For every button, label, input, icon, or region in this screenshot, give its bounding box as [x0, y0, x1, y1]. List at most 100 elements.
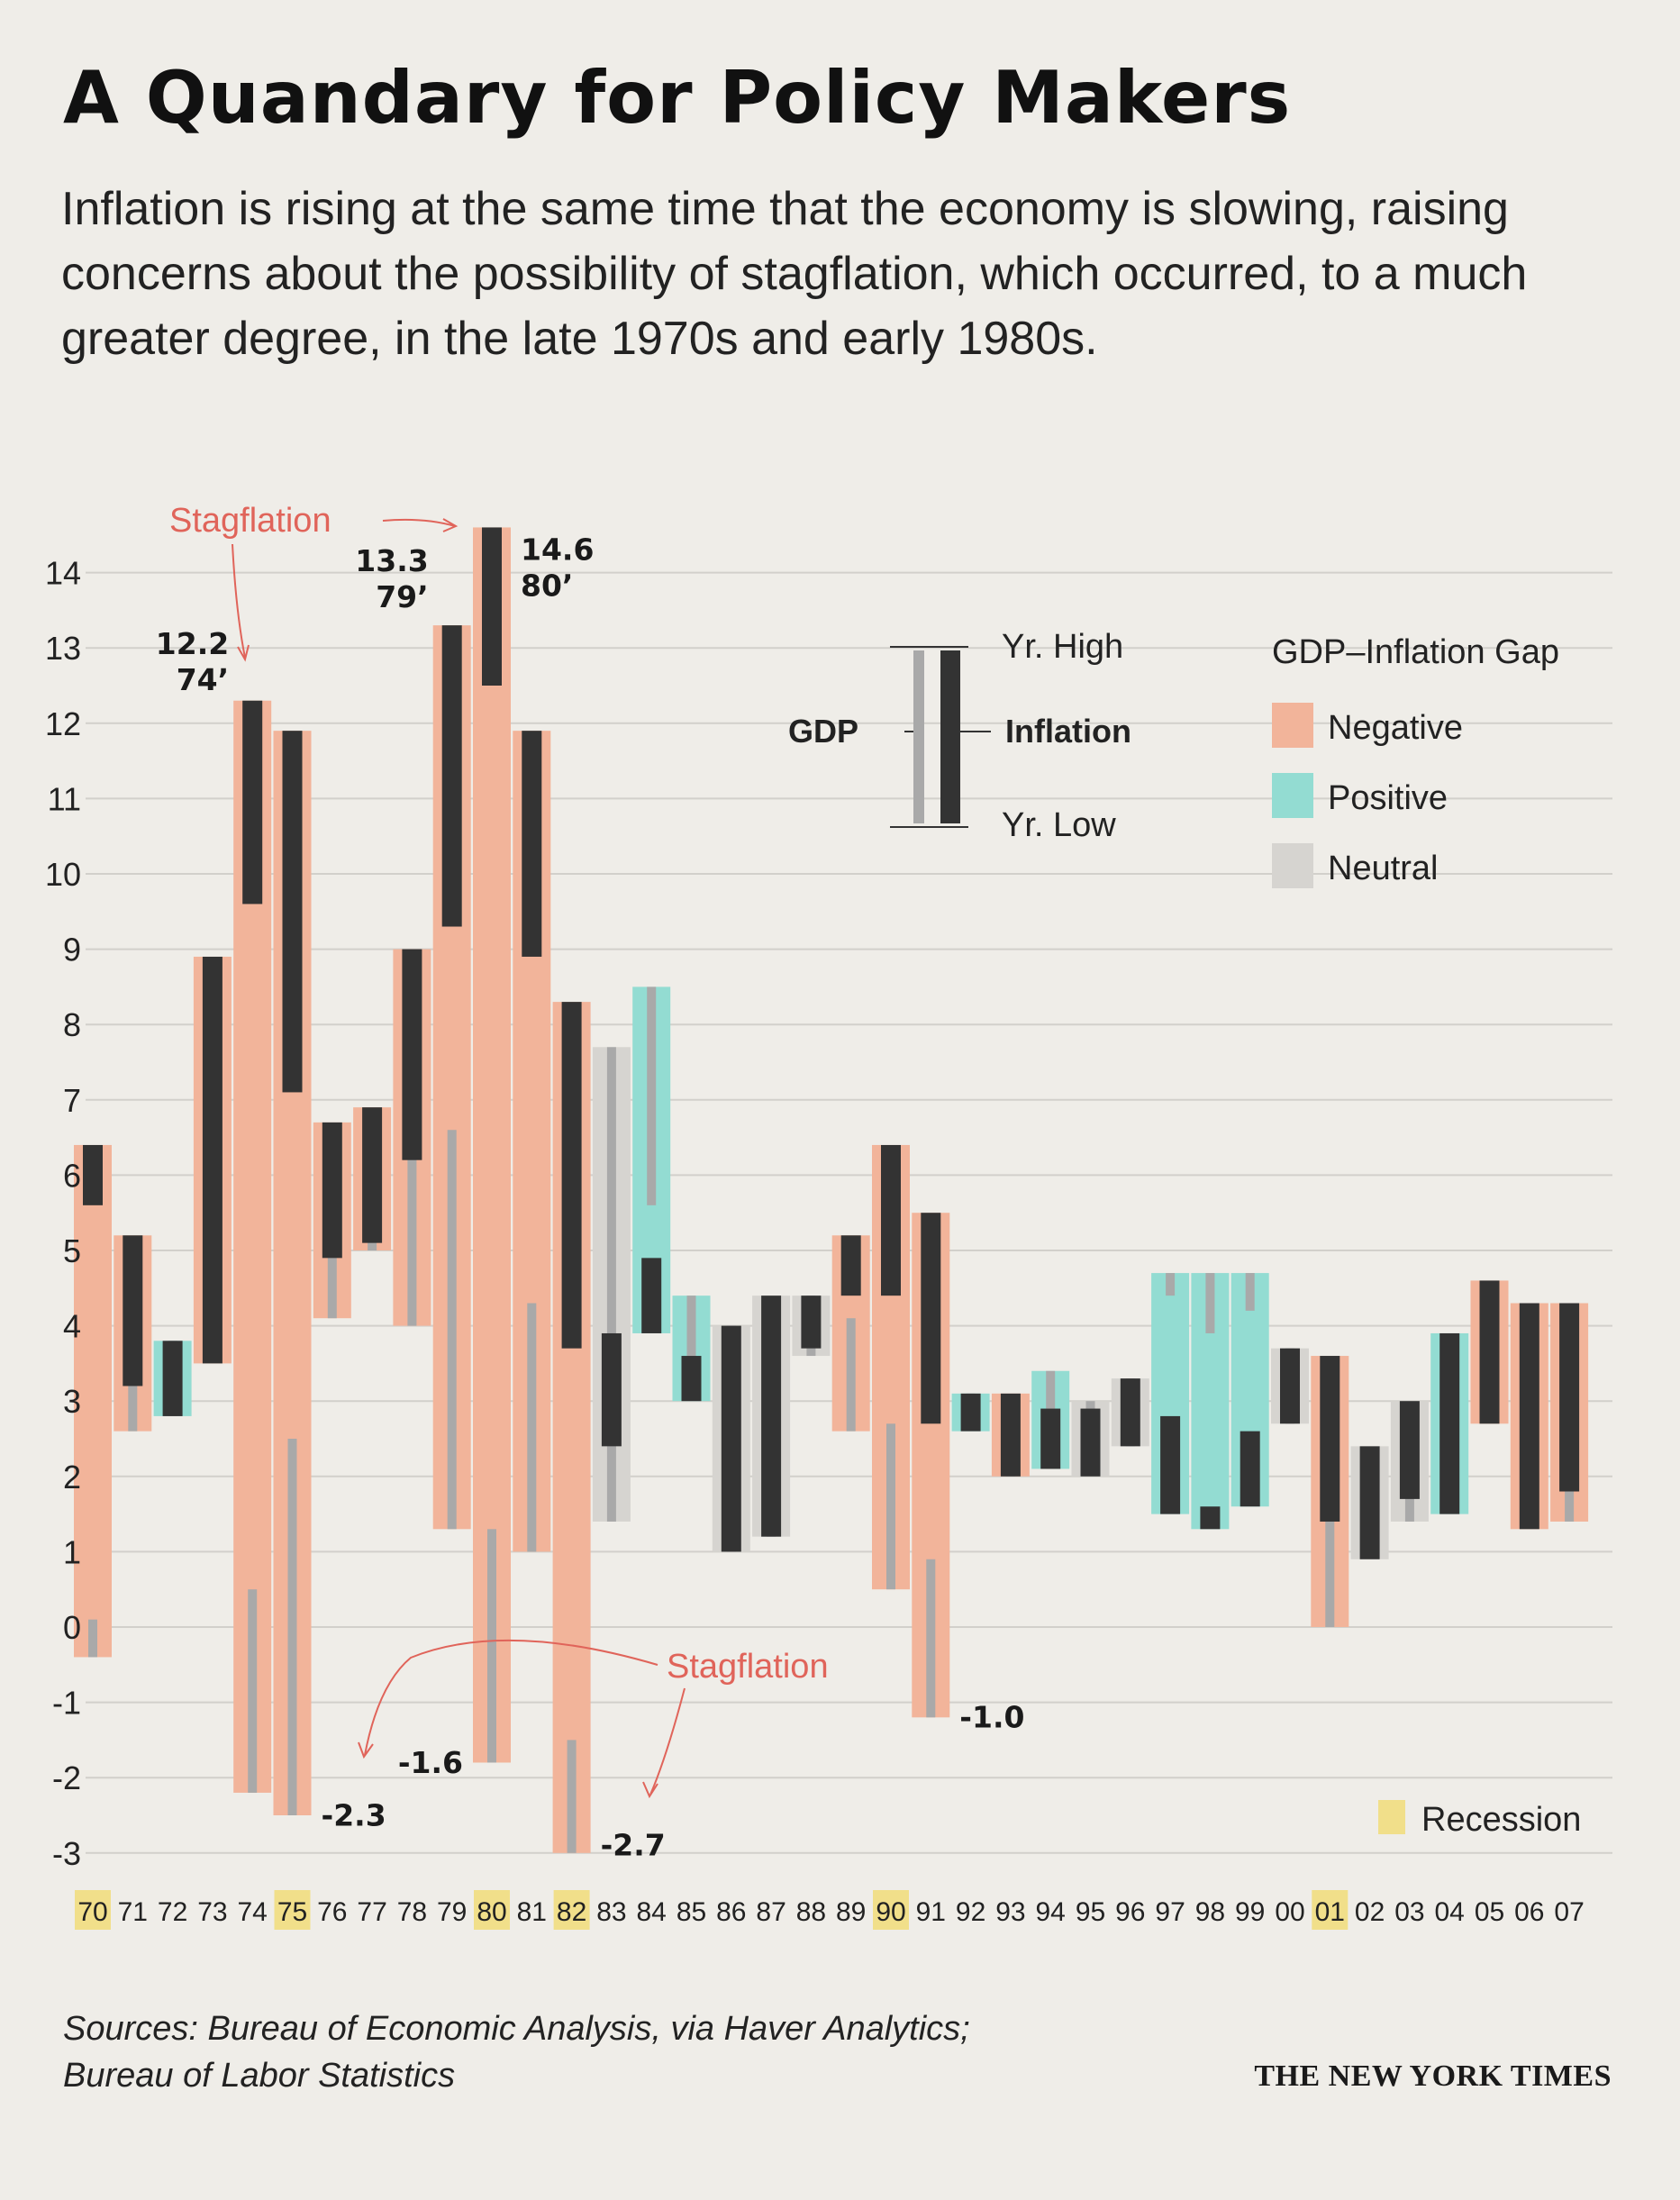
gdp-bar [1166, 1273, 1176, 1296]
x-tick-label: 84 [637, 1897, 667, 1927]
inflation-bar [83, 1144, 103, 1205]
x-tick-label: 02 [1355, 1897, 1385, 1927]
gap-legend-positive-label: Positive [1328, 779, 1448, 817]
key-yr-high-label: Yr. High [1002, 628, 1123, 666]
inflation-bar [1160, 1415, 1181, 1514]
x-tick-label: 77 [357, 1897, 386, 1927]
inflation-bar [242, 700, 263, 905]
x-tick-label: 76 [317, 1897, 347, 1927]
gridlines [86, 571, 1612, 1854]
sources-line-1: Sources: Bureau of Economic Analysis, vi… [63, 2010, 970, 2048]
x-tick-label: 04 [1435, 1897, 1465, 1927]
stagflation-label-bottom: Stagflation [667, 1648, 829, 1686]
x-axis-ticks: 70 71 72 73 74 75 76 77 78 79 80 81 82 83 84 85 86 87 88 89… [77, 1897, 1584, 1927]
inflation-bar [441, 625, 462, 927]
inflation-bar [123, 1235, 143, 1386]
inflation-bar [960, 1393, 981, 1432]
gdp-bar [647, 986, 657, 1205]
value-annotation: -1.6 [398, 1745, 463, 1780]
x-tick-label: 07 [1554, 1897, 1584, 1927]
value-annotation: 80’ [521, 568, 573, 603]
x-tick-label: 95 [1076, 1897, 1105, 1927]
gap-band [74, 1144, 112, 1658]
y-tick-label: 8 [63, 1006, 81, 1043]
inflation-bars [83, 527, 1580, 1559]
x-tick-label: 05 [1475, 1897, 1504, 1927]
gdp-bar [487, 1529, 496, 1763]
value-annotation: 12.2 [156, 626, 229, 661]
inflation-bar [1399, 1401, 1420, 1499]
recession-highlights [75, 1890, 1349, 1930]
x-tick-label: 91 [916, 1897, 946, 1927]
inflation-bar [522, 731, 542, 957]
x-tick-label: 85 [677, 1897, 706, 1927]
gdp-bar [447, 1130, 457, 1530]
gdp-bar [926, 1559, 936, 1718]
gap-legend-neutral-swatch [1272, 843, 1313, 888]
gdp-bar [846, 1318, 856, 1432]
x-tick-label: 80 [477, 1897, 506, 1927]
x-tick-label: 03 [1394, 1897, 1424, 1927]
x-tick-label: 06 [1514, 1897, 1544, 1927]
inflation-bar [1200, 1506, 1221, 1530]
value-annotation: 74’ [177, 662, 229, 697]
x-tick-label: 75 [277, 1897, 307, 1927]
inflation-bar [1479, 1280, 1500, 1424]
inflation-bar [681, 1356, 702, 1402]
inflation-bar [482, 527, 502, 686]
y-tick-label: 7 [63, 1082, 81, 1119]
x-tick-label: 01 [1315, 1897, 1345, 1927]
recession-legend-label: Recession [1421, 1801, 1581, 1839]
stagflation-arrow-top-2 [382, 518, 456, 527]
y-tick-label: 10 [45, 856, 81, 893]
stagflation-arrowhead-bottom-1 [358, 1741, 374, 1759]
inflation-bar [402, 949, 422, 1160]
inflation-bar [1559, 1303, 1580, 1492]
inflation-bar [840, 1235, 861, 1296]
x-tick-label: 90 [876, 1897, 905, 1927]
y-tick-label: 13 [45, 630, 81, 667]
stagflation-callout-bottom: Stagflation [358, 1639, 829, 1799]
inflation-bar [322, 1122, 342, 1259]
value-annotation: 79’ [376, 579, 428, 614]
x-tick-label: 70 [77, 1897, 107, 1927]
stagflation-label-top: Stagflation [169, 502, 331, 540]
gdp-bar [407, 1122, 417, 1326]
x-tick-label: 71 [118, 1897, 148, 1927]
inflation-bar [721, 1325, 741, 1552]
stagflation-callout-top: Stagflation [169, 502, 459, 662]
stagflation-arrow-bottom-1 [364, 1639, 658, 1756]
x-tick-label: 94 [1036, 1897, 1066, 1927]
recession-highlight [274, 1890, 311, 1930]
gdp-bar [527, 1303, 537, 1552]
chart-title: A Quandary for Policy Makers [63, 56, 1292, 140]
gap-legend-negative-label: Negative [1328, 709, 1463, 747]
gdp-bar [248, 1589, 258, 1793]
inflation-bar [561, 1002, 582, 1349]
stagflation-arrow-top-1 [232, 543, 246, 659]
y-tick-label: 12 [45, 705, 81, 742]
recession-highlight [873, 1890, 909, 1930]
x-tick-label: 99 [1235, 1897, 1265, 1927]
y-tick-label: 0 [63, 1609, 81, 1646]
inflation-bar [761, 1295, 782, 1537]
recession-highlight [553, 1890, 590, 1930]
gap-legend-title: GDP–Inflation Gap [1272, 633, 1559, 671]
x-tick-label: 96 [1115, 1897, 1145, 1927]
y-tick-label: 9 [63, 932, 81, 968]
y-tick-label: 2 [63, 1459, 81, 1495]
gdp-bar [88, 1619, 97, 1658]
x-tick-label: 97 [1155, 1897, 1185, 1927]
inflation-bar [1120, 1378, 1140, 1447]
value-annotation: -1.0 [959, 1700, 1024, 1735]
value-annotation: 13.3 [355, 543, 428, 578]
x-tick-label: 98 [1195, 1897, 1225, 1927]
y-tick-label: 14 [45, 555, 81, 592]
x-tick-label: 93 [995, 1897, 1025, 1927]
inflation-bar [1280, 1348, 1300, 1424]
gdp-bar [1205, 1273, 1215, 1333]
inflation-bar [162, 1341, 183, 1416]
sources: Sources: Bureau of Economic Analysis, vi… [63, 2005, 970, 2099]
inflation-bar [362, 1107, 383, 1243]
